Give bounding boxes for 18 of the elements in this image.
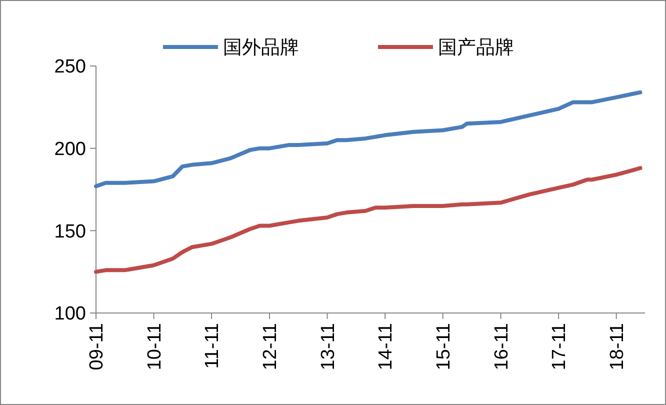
legend-label: 国外品牌 <box>223 38 299 59</box>
y-tick-label: 150 <box>54 221 86 242</box>
x-tick-label: 16-11 <box>491 323 512 370</box>
x-tick-label: 11-11 <box>202 323 224 369</box>
y-tick-label: 100 <box>54 304 86 325</box>
y-tick-label: 200 <box>54 138 86 160</box>
line-series <box>94 166 642 274</box>
x-tick-label: 12-11 <box>260 323 282 370</box>
x-tick-label: 15-11 <box>433 323 454 370</box>
x-tick-label: 18-11 <box>606 323 628 370</box>
x-tick-label: 14-11 <box>376 323 397 370</box>
legend-label: 国产品牌 <box>438 38 514 59</box>
line-series <box>94 90 642 188</box>
x-tick-label: 17-11 <box>549 323 570 370</box>
x-tick-label: 09-11 <box>86 323 108 370</box>
x-tick-label: 10-11 <box>144 323 166 370</box>
x-tick-label: 13-11 <box>318 323 339 370</box>
y-tick-label: 250 <box>54 56 86 78</box>
